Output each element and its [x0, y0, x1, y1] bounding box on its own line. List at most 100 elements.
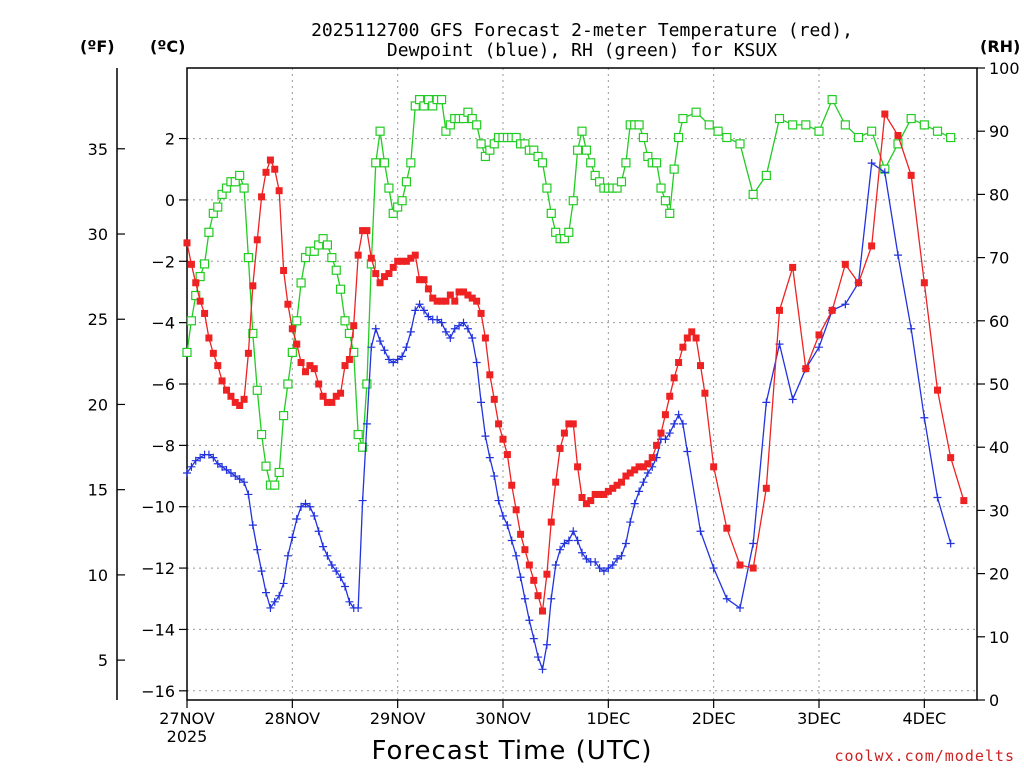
- dewpoint-point: [209, 453, 218, 462]
- temperature-point: [587, 497, 595, 505]
- dewpoint-point: [551, 561, 560, 570]
- rh-point: [397, 196, 407, 206]
- rh-point: [801, 120, 811, 130]
- temperature-point: [196, 297, 204, 305]
- rh-point: [292, 316, 302, 326]
- temperature-point: [275, 187, 283, 195]
- dewpoint-point: [463, 324, 472, 333]
- temperature-point: [460, 288, 467, 296]
- dewpoint-point: [314, 527, 323, 536]
- dewpoint-point: [538, 665, 547, 674]
- temperature-point: [670, 374, 678, 382]
- rh-point: [296, 278, 306, 288]
- x-tick-label: 29NOV: [370, 709, 426, 728]
- dewpoint-point: [297, 502, 306, 511]
- dewpoint-point: [582, 554, 591, 563]
- rh-point: [476, 139, 486, 149]
- dewpoint-point: [907, 324, 916, 333]
- rh-point: [248, 328, 258, 339]
- celsius-tick-label: −4: [151, 314, 175, 333]
- temperature-point: [635, 463, 643, 471]
- celsius-tick-label: 2: [165, 130, 175, 149]
- temperature-point: [657, 429, 665, 437]
- dewpoint-point: [626, 518, 635, 527]
- dewpoint-point: [336, 573, 345, 582]
- temperature-point: [666, 392, 674, 400]
- temperature-point: [310, 365, 318, 373]
- temperature-point: [692, 334, 700, 342]
- temperature-point: [345, 355, 353, 363]
- rh-point: [379, 158, 390, 168]
- rh-point: [651, 158, 662, 168]
- dewpoint-point: [341, 582, 349, 591]
- temperature-point: [451, 297, 459, 305]
- dewpoint-point: [279, 579, 288, 588]
- temperature-point: [920, 279, 928, 287]
- rh-point: [322, 240, 333, 250]
- temperature-point: [381, 273, 388, 281]
- fahrenheit-tick-label: 30: [88, 225, 108, 244]
- temperature-point: [319, 392, 327, 400]
- temperature-point: [209, 349, 217, 357]
- dewpoint-point: [683, 447, 692, 456]
- unit-celsius: (ºC): [150, 37, 185, 56]
- temperature-point: [622, 472, 630, 480]
- temperature-point: [376, 279, 384, 287]
- dewpoint-point: [283, 551, 292, 560]
- chart-title: 2025112700 GFS Forecast 2-meter Temperat…: [311, 20, 853, 41]
- dewpoint-point: [564, 536, 573, 545]
- rh-point: [665, 208, 675, 218]
- x-tick-label: 28NOV: [265, 709, 321, 728]
- dewpoint-point: [433, 315, 442, 324]
- temperature-point: [543, 570, 551, 578]
- rh-point: [191, 290, 201, 301]
- dewpoint-series: [183, 159, 955, 674]
- celsius-tick-label: −12: [141, 559, 175, 578]
- temperature-point: [306, 362, 314, 370]
- rh-point: [256, 429, 267, 440]
- dewpoint-point: [485, 453, 494, 462]
- celsius-tick-label: −8: [151, 436, 175, 455]
- dewpoint-point: [270, 597, 279, 606]
- dewpoint-point: [406, 327, 415, 336]
- dewpoint-point: [762, 398, 771, 407]
- rh-point: [735, 139, 745, 149]
- rh-point: [278, 411, 289, 421]
- temperature-point: [411, 251, 419, 259]
- dewpoint-point: [512, 551, 521, 560]
- temperature-point: [552, 478, 560, 486]
- dewpoint-point: [639, 478, 648, 487]
- dewpoint-point: [288, 533, 297, 542]
- rh-point: [577, 126, 587, 136]
- temperature-series: [183, 110, 968, 615]
- dewpoint-point: [384, 355, 393, 364]
- temperature-point: [455, 288, 463, 296]
- rh-point: [788, 120, 798, 130]
- axes: −16−14−12−10−8−6−4−202510152025303501020…: [88, 59, 1020, 746]
- dewpoint-point: [468, 333, 477, 342]
- temperature-point: [323, 398, 331, 406]
- temperature-point: [499, 435, 507, 443]
- temperature-point: [517, 530, 525, 538]
- dewpoint-point: [415, 300, 424, 309]
- fahrenheit-tick-label: 15: [88, 481, 108, 500]
- dewpoint-point: [398, 352, 407, 361]
- temperature-point: [661, 411, 669, 419]
- temperature-point: [591, 490, 599, 498]
- dewpoint-point: [490, 472, 499, 481]
- dewpoint-point: [472, 358, 481, 367]
- plot-border: [186, 67, 978, 701]
- rh-point: [893, 139, 903, 149]
- temperature-point: [350, 322, 358, 330]
- temperature-point: [218, 377, 226, 385]
- rh-point: [867, 126, 877, 136]
- dewpoint-point: [499, 511, 507, 520]
- x-tick-label: 4DEC: [902, 709, 946, 728]
- rh-point: [353, 429, 363, 440]
- celsius-tick-label: −6: [151, 375, 175, 394]
- rh-point: [270, 480, 280, 490]
- rh-point: [691, 107, 701, 117]
- rh-point: [932, 126, 943, 136]
- temperature-point: [398, 257, 406, 265]
